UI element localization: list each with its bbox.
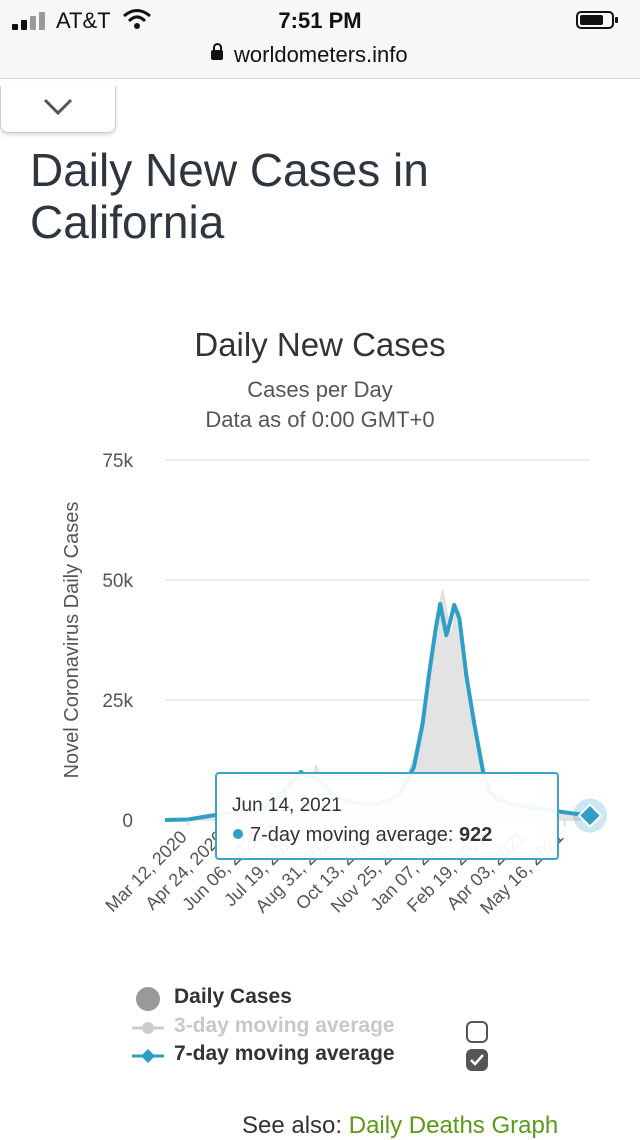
carrier-name: AT&T — [56, 8, 111, 33]
tooltip-date: Jun 14, 2021 — [232, 795, 342, 816]
hover-point-marker — [573, 798, 607, 833]
legend-item-seven-day-average[interactable]: 7-day moving average — [130, 1042, 530, 1071]
y-tick-label: 25k — [102, 691, 133, 712]
lock-icon — [211, 43, 223, 60]
status-time: 7:51 PM — [278, 8, 362, 33]
chart-plot[interactable]: 0 25k 50k 75k Novel Coronavirus Daily Cases… — [0, 440, 640, 970]
chart-legend: Daily Cases 3-day moving average 7-day m… — [130, 985, 530, 1075]
daily-deaths-graph-link[interactable]: Daily Deaths Graph — [348, 1112, 559, 1139]
line-diamond-icon — [132, 1049, 164, 1063]
tooltip-series-marker — [233, 829, 243, 839]
y-tick-label: 0 — [122, 811, 133, 832]
collapse-toggle-button[interactable] — [0, 86, 116, 133]
chart-subtitle-line-2: Data as of 0:00 GMT+0 — [205, 407, 435, 432]
see-also-label: See also: — [242, 1112, 343, 1139]
see-also: See also: Daily Deaths Graph — [242, 1112, 558, 1140]
legend-label-three-day-average: 3-day moving average — [174, 1014, 395, 1037]
chart-tooltip: Jun 14, 2021 7-day moving average: 922 — [215, 772, 559, 860]
legend-item-daily-cases[interactable]: Daily Cases — [130, 985, 530, 1013]
three-day-average-checkbox[interactable] — [466, 1021, 488, 1043]
address-bar[interactable]: worldometers.info — [0, 40, 640, 79]
line-dot-icon — [132, 1022, 164, 1034]
checkmark-icon — [470, 1054, 484, 1066]
seven-day-average-checkbox[interactable] — [466, 1049, 488, 1071]
signal-icon — [12, 12, 48, 30]
chart-title: Daily New Cases — [194, 326, 446, 363]
legend-item-three-day-average[interactable]: 3-day moving average — [130, 1014, 530, 1043]
y-tick-label: 75k — [102, 451, 133, 472]
legend-label-daily-cases: Daily Cases — [174, 985, 292, 1008]
y-axis-label: Novel Coronavirus Daily Cases — [61, 502, 83, 779]
legend-label-seven-day-average: 7-day moving average — [174, 1042, 395, 1065]
status-bar: AT&T 7:51 PM — [0, 0, 640, 40]
y-tick-label: 50k — [102, 571, 133, 592]
page-title: Daily New Cases in California — [30, 144, 429, 248]
gray-circle-icon — [136, 987, 160, 1011]
chart-subtitle-line-1: Cases per Day — [247, 377, 393, 402]
battery-icon — [576, 11, 618, 29]
url-text[interactable]: worldometers.info — [234, 42, 408, 67]
wifi-icon — [122, 8, 152, 36]
tooltip-series-label: 7-day moving average: 922 — [250, 824, 492, 846]
chevron-down-icon — [43, 98, 73, 116]
